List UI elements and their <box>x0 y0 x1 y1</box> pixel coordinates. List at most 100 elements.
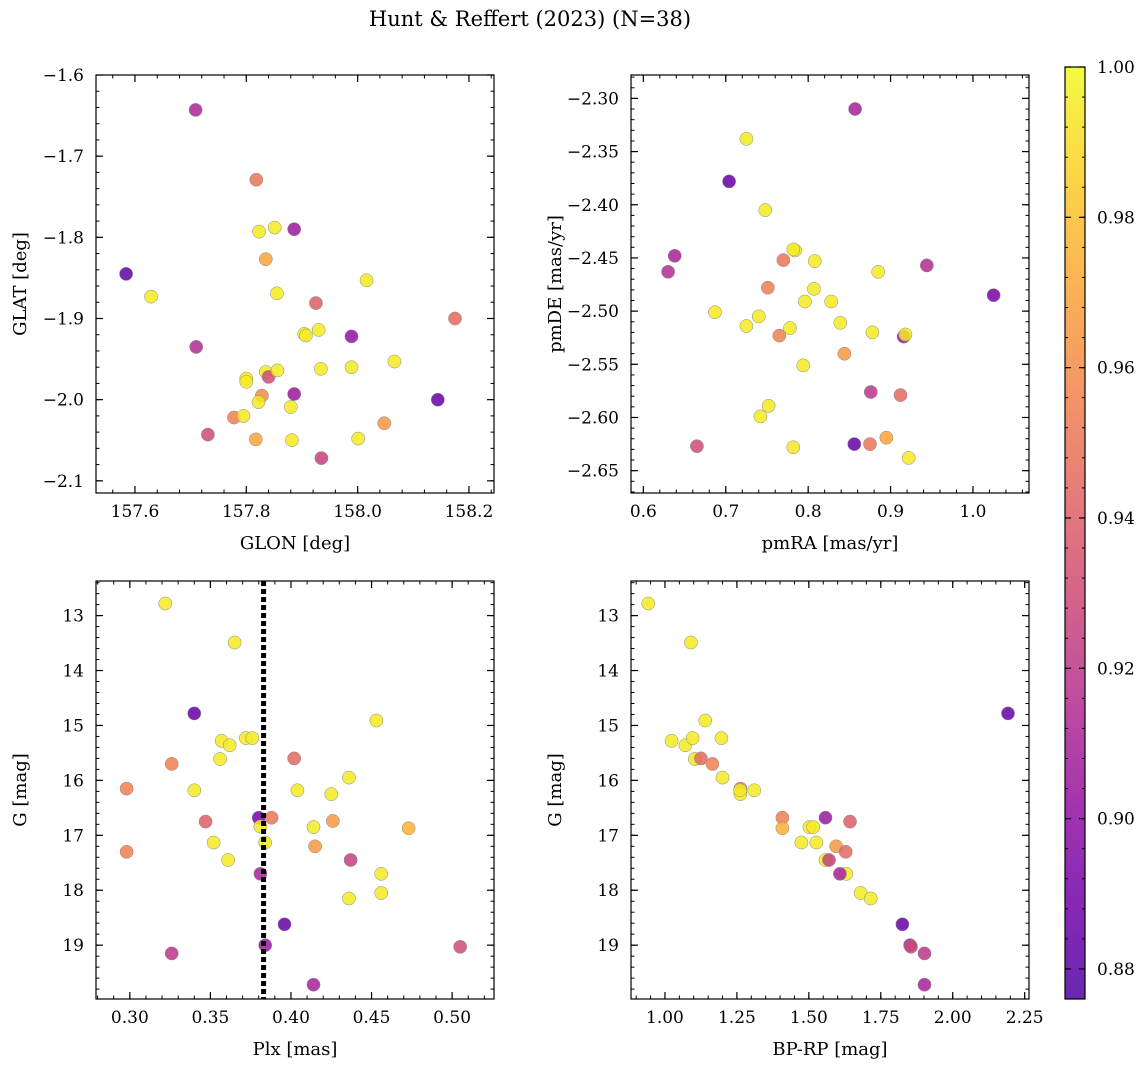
data-point <box>667 248 682 263</box>
data-point <box>760 280 775 295</box>
data-point <box>119 844 134 859</box>
y-tick-label: 17 <box>62 826 84 846</box>
data-point <box>661 264 675 279</box>
x-tick-label: 158.0 <box>333 502 382 522</box>
data-point <box>374 886 389 900</box>
data-point <box>641 596 656 611</box>
y-tick-label: 19 <box>62 936 84 956</box>
data-point <box>775 821 790 836</box>
data-point <box>733 783 747 798</box>
data-point <box>901 451 916 465</box>
data-point <box>314 361 328 376</box>
data-point <box>807 281 821 296</box>
data-point <box>758 203 773 217</box>
data-point <box>248 432 263 447</box>
x-tick-label: 0.30 <box>111 1008 149 1028</box>
data-point <box>776 253 791 267</box>
data-point <box>213 752 227 766</box>
data-point <box>144 289 158 304</box>
data-point <box>865 325 880 340</box>
data-point <box>344 360 359 375</box>
data-point <box>690 439 704 454</box>
x-tick-label: 157.8 <box>222 502 271 522</box>
plot-frame <box>95 74 495 494</box>
data-point <box>698 713 713 728</box>
data-point <box>311 323 326 337</box>
data-point <box>919 258 934 273</box>
data-point <box>249 172 264 187</box>
data-point <box>251 395 266 409</box>
data-point <box>847 437 862 451</box>
x-tick-label: 0.45 <box>353 1008 391 1028</box>
scatter-points <box>119 103 462 465</box>
data-point <box>895 917 910 932</box>
data-point <box>848 102 862 116</box>
data-point <box>222 738 237 753</box>
data-point <box>917 977 932 992</box>
y-tick-label: −2.60 <box>567 408 619 428</box>
data-point <box>270 286 284 301</box>
data-point <box>843 814 857 829</box>
y-tick-label: 13 <box>597 607 619 627</box>
data-point <box>684 635 698 650</box>
figure-title: Hunt & Reffert (2023) (N=38) <box>369 7 691 31</box>
data-point <box>893 388 908 402</box>
data-point <box>283 400 298 414</box>
x-axis-label: BP-RP [mag] <box>772 1039 887 1060</box>
data-point <box>747 783 762 798</box>
data-point <box>453 939 468 954</box>
data-point <box>342 770 356 785</box>
x-tick-label: 0.40 <box>272 1008 310 1028</box>
x-tick-label: 158.2 <box>445 502 494 522</box>
data-point <box>822 853 836 867</box>
bprp-g-panel: BP-RP [mag] G [mag] 1.00 1.25 1.50 1.75 2.00… <box>545 580 1044 1060</box>
colorbar-gradient <box>1065 67 1085 999</box>
data-point <box>448 311 462 326</box>
data-point <box>863 385 878 399</box>
y-tick-label: 15 <box>62 716 84 736</box>
x-axis-label: GLON [deg] <box>240 533 350 554</box>
data-point <box>252 224 266 239</box>
x-axis-label: Plx [mas] <box>253 1039 338 1060</box>
data-point <box>377 416 392 431</box>
data-point <box>239 374 254 389</box>
y-tick-label: −2.1 <box>43 472 84 492</box>
data-point <box>258 252 273 267</box>
data-point <box>187 783 202 798</box>
data-point <box>285 433 299 448</box>
data-point <box>833 866 847 881</box>
data-point <box>806 820 821 834</box>
data-point <box>369 713 384 728</box>
data-point <box>236 409 251 423</box>
data-point <box>326 814 340 828</box>
data-point <box>694 751 708 766</box>
x-tick-label: 2.25 <box>1006 1008 1044 1028</box>
data-point <box>809 835 824 850</box>
data-point <box>227 635 242 650</box>
y-tick-label: 15 <box>597 716 619 736</box>
x-tick-label: 0.7 <box>712 502 739 522</box>
x-tick-label: 0.8 <box>795 502 822 522</box>
data-point <box>833 315 848 330</box>
data-point <box>267 220 282 235</box>
data-point <box>387 354 402 369</box>
data-point <box>685 731 700 745</box>
colorbar-tick-label: 0.88 <box>1097 960 1135 980</box>
data-point <box>309 296 323 310</box>
data-point <box>783 321 797 335</box>
data-point <box>264 810 279 825</box>
data-point <box>164 757 179 771</box>
scatter-points <box>641 596 1015 992</box>
y-tick-label: 16 <box>62 771 84 791</box>
y-tick-label: −2.45 <box>567 249 619 269</box>
y-tick-label: −1.6 <box>43 66 84 86</box>
data-point <box>119 267 133 281</box>
colorbar-tick-label: 1.00 <box>1097 58 1135 78</box>
glon-glat-panel: GLON [deg] GLAT [deg] 157.6 157.8 158.0 158… <box>10 66 495 554</box>
x-tick-label: 1.0 <box>959 502 986 522</box>
data-point <box>705 757 720 771</box>
colorbar-tick-label: 0.92 <box>1097 659 1135 679</box>
data-point <box>401 821 416 836</box>
data-point <box>351 431 366 446</box>
data-point <box>308 839 322 854</box>
